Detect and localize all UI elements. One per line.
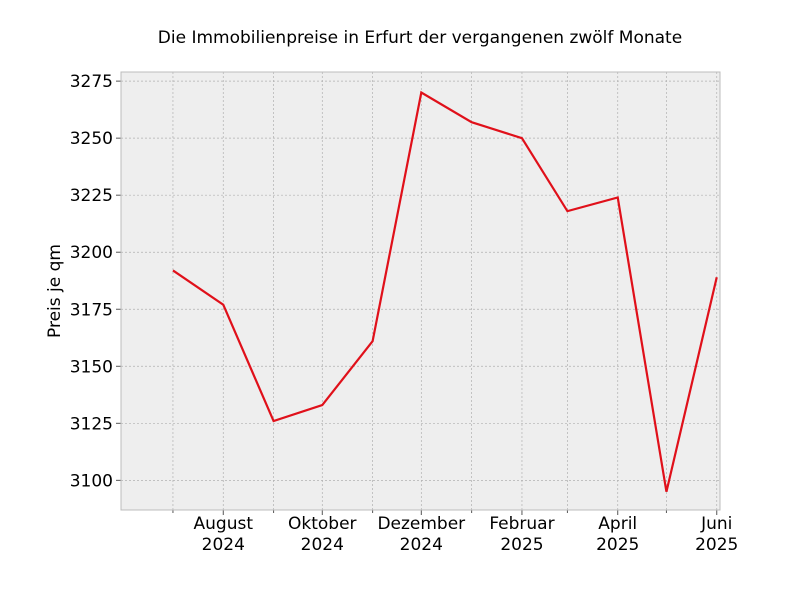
x-tick-label-month: Februar bbox=[489, 514, 554, 534]
x-tick-label: August 2024 bbox=[194, 514, 254, 555]
y-tick-label: 3150 bbox=[70, 357, 113, 377]
chart-title: Die Immobilienpreise in Erfurt der verga… bbox=[158, 28, 682, 48]
axis-ticks bbox=[116, 80, 718, 515]
y-tick-label: 3250 bbox=[70, 129, 113, 149]
y-tick-label: 3275 bbox=[70, 72, 113, 92]
x-tick-label-month: Oktober bbox=[288, 514, 357, 534]
series-layer bbox=[172, 90, 718, 493]
x-tick-label: April 2025 bbox=[596, 514, 639, 555]
series-line bbox=[172, 90, 718, 493]
x-tick-label: Februar 2025 bbox=[489, 514, 554, 555]
y-tick-label: 3225 bbox=[70, 186, 113, 206]
x-tick-label-year: 2024 bbox=[202, 535, 245, 555]
y-tick-label: 3175 bbox=[70, 300, 113, 320]
x-tick-label-year: 2024 bbox=[400, 535, 443, 555]
x-tick-label: Dezember 2024 bbox=[377, 514, 465, 555]
x-tick-label-year: 2025 bbox=[695, 535, 738, 555]
y-tick-label: 3200 bbox=[70, 243, 113, 263]
x-tick-label: Oktober 2024 bbox=[288, 514, 357, 555]
plot-area bbox=[121, 72, 720, 510]
x-tick-label-year: 2024 bbox=[301, 535, 344, 555]
y-axis-tick-labels: 3100 3125 3150 3175 3200 3225 3250 3275 bbox=[70, 72, 113, 491]
y-tick-label: 3125 bbox=[70, 414, 113, 434]
y-axis-label: Preis je qm bbox=[45, 244, 65, 338]
y-tick-label: 3100 bbox=[70, 471, 113, 491]
x-tick-label-year: 2025 bbox=[500, 535, 543, 555]
plot-frame bbox=[120, 71, 721, 511]
grid-lines bbox=[121, 72, 720, 510]
x-tick-label-year: 2025 bbox=[596, 535, 639, 555]
x-tick-label-month: August bbox=[194, 514, 254, 534]
x-tick-label: Juni 2025 bbox=[695, 514, 738, 555]
x-tick-label-month: Dezember bbox=[377, 514, 465, 534]
x-tick-label-month: Juni bbox=[700, 514, 732, 534]
x-tick-label-month: April bbox=[598, 514, 637, 534]
